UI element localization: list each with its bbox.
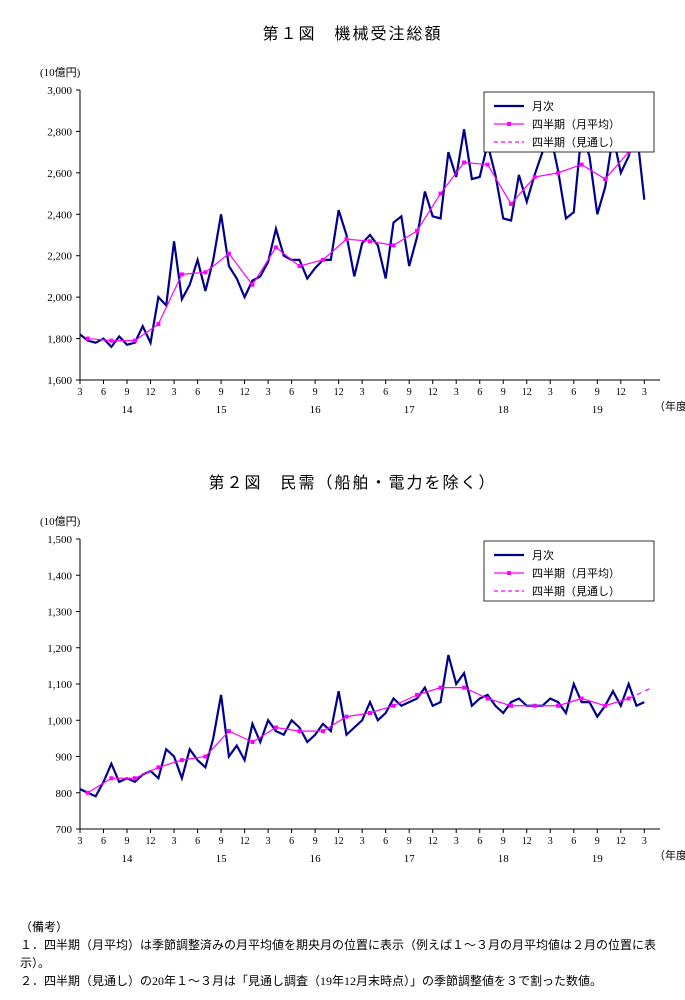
svg-text:3: 3 (78, 836, 83, 847)
svg-text:(10億円): (10億円) (40, 66, 81, 79)
svg-text:2,800: 2,800 (47, 126, 72, 138)
svg-text:3: 3 (548, 836, 553, 847)
svg-text:900: 900 (56, 752, 73, 764)
svg-text:17: 17 (404, 853, 416, 865)
svg-text:6: 6 (195, 836, 200, 847)
svg-text:12: 12 (616, 387, 626, 398)
svg-text:14: 14 (122, 404, 134, 416)
svg-text:9: 9 (407, 387, 412, 398)
svg-text:15: 15 (216, 853, 228, 865)
chart2-svg: 700 800 900 1,000 1,100 1,200 1,300 1,400 1,500 (… (10, 499, 685, 884)
svg-text:3: 3 (642, 387, 647, 398)
svg-text:12: 12 (334, 836, 344, 847)
svg-text:6: 6 (289, 387, 294, 398)
svg-text:6: 6 (195, 387, 200, 398)
svg-text:16: 16 (310, 404, 322, 416)
svg-text:3: 3 (454, 836, 459, 847)
svg-text:19: 19 (592, 853, 604, 865)
svg-text:1,000: 1,000 (47, 715, 72, 727)
notes-1: １．四半期（月平均）は季節調整済みの月平均値を期央月の位置に表示（例えば１～３月… (20, 936, 685, 972)
svg-text:9: 9 (219, 836, 224, 847)
svg-text:3: 3 (266, 836, 271, 847)
svg-text:9: 9 (125, 387, 130, 398)
svg-text:9: 9 (501, 836, 506, 847)
svg-text:3: 3 (548, 387, 553, 398)
svg-text:6: 6 (571, 387, 576, 398)
svg-text:6: 6 (101, 387, 106, 398)
notes-2: ２．四半期（見通し）の20年１～３月は「見通し調査（19年12月末時点）」の季節… (20, 972, 685, 990)
notes-head: （備考） (20, 918, 685, 936)
notes-block: （備考） １．四半期（月平均）は季節調整済みの月平均値を期央月の位置に表示（例え… (20, 918, 685, 990)
svg-text:12: 12 (428, 387, 438, 398)
svg-text:月次: 月次 (532, 99, 554, 113)
svg-text:四半期（月平均）: 四半期（月平均） (532, 566, 620, 580)
svg-text:月次: 月次 (532, 548, 554, 562)
svg-text:12: 12 (428, 836, 438, 847)
svg-text:6: 6 (571, 836, 576, 847)
chart1-title: 第１図 機械受注総額 (10, 20, 685, 44)
svg-text:1,600: 1,600 (47, 375, 72, 387)
svg-text:9: 9 (407, 836, 412, 847)
svg-text:3: 3 (360, 387, 365, 398)
svg-text:6: 6 (101, 836, 106, 847)
svg-text:2,400: 2,400 (47, 209, 72, 221)
svg-text:9: 9 (501, 387, 506, 398)
svg-text:四半期（月平均）: 四半期（月平均） (532, 117, 620, 131)
svg-text:9: 9 (313, 387, 318, 398)
svg-text:1,100: 1,100 (47, 679, 72, 691)
svg-text:2,000: 2,000 (47, 292, 72, 304)
svg-text:四半期（見通し）: 四半期（見通し） (532, 135, 620, 149)
svg-text:3,000: 3,000 (47, 85, 72, 97)
svg-text:(10億円): (10億円) (40, 515, 81, 528)
svg-text:1,200: 1,200 (47, 643, 72, 655)
svg-text:18: 18 (498, 853, 510, 865)
svg-text:19: 19 (592, 404, 604, 416)
svg-text:1,500: 1,500 (47, 534, 72, 546)
svg-text:（年度）: （年度） (654, 399, 685, 413)
svg-text:3: 3 (172, 387, 177, 398)
svg-text:800: 800 (56, 788, 73, 800)
svg-text:17: 17 (404, 404, 416, 416)
svg-text:12: 12 (616, 836, 626, 847)
chart2-title: 第２図 民需（船舶・電力を除く） (10, 469, 685, 493)
svg-text:12: 12 (240, 387, 250, 398)
svg-text:12: 12 (146, 836, 156, 847)
chart2: 700 800 900 1,000 1,100 1,200 1,300 1,400 1,500 (… (10, 499, 685, 888)
svg-text:6: 6 (383, 387, 388, 398)
svg-text:3: 3 (642, 836, 647, 847)
svg-text:2,600: 2,600 (47, 168, 72, 180)
svg-text:1,800: 1,800 (47, 334, 72, 346)
svg-text:700: 700 (56, 824, 73, 836)
svg-text:3: 3 (172, 836, 177, 847)
svg-text:6: 6 (477, 387, 482, 398)
svg-text:12: 12 (522, 836, 532, 847)
svg-text:四半期（見通し）: 四半期（見通し） (532, 584, 620, 598)
svg-text:1,400: 1,400 (47, 570, 72, 582)
svg-text:12: 12 (522, 387, 532, 398)
svg-text:18: 18 (498, 404, 510, 416)
svg-text:（年度）: （年度） (654, 848, 685, 862)
svg-text:14: 14 (122, 853, 134, 865)
svg-text:9: 9 (125, 836, 130, 847)
chart1: 1,600 1,800 2,000 2,200 2,400 2,600 2,800 3,000… (10, 50, 685, 439)
svg-text:6: 6 (383, 836, 388, 847)
svg-text:6: 6 (289, 836, 294, 847)
svg-text:9: 9 (595, 836, 600, 847)
svg-text:2,200: 2,200 (47, 251, 72, 263)
svg-text:3: 3 (360, 836, 365, 847)
svg-text:6: 6 (477, 836, 482, 847)
svg-text:16: 16 (310, 853, 322, 865)
chart1-svg: 1,600 1,800 2,000 2,200 2,400 2,600 2,800 3,000… (10, 50, 685, 435)
svg-text:1,300: 1,300 (47, 607, 72, 619)
svg-text:12: 12 (240, 836, 250, 847)
svg-text:12: 12 (334, 387, 344, 398)
svg-text:12: 12 (146, 387, 156, 398)
svg-text:3: 3 (454, 387, 459, 398)
svg-text:15: 15 (216, 404, 228, 416)
svg-text:9: 9 (313, 836, 318, 847)
svg-text:9: 9 (219, 387, 224, 398)
svg-text:3: 3 (266, 387, 271, 398)
svg-text:3: 3 (78, 387, 83, 398)
svg-text:9: 9 (595, 387, 600, 398)
